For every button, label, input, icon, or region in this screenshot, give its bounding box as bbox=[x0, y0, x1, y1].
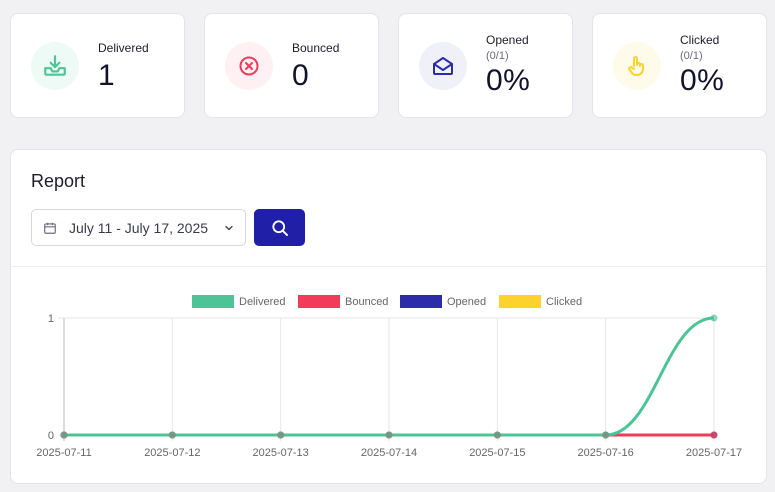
stat-value-delivered: 1 bbox=[98, 59, 116, 92]
search-button[interactable] bbox=[254, 209, 305, 246]
report-title: Report bbox=[31, 171, 86, 191]
data-point-delivered bbox=[710, 314, 718, 322]
stat-card-opened: Opened (0/1) 0% bbox=[398, 13, 573, 118]
x-tick-label: 2025-07-11 bbox=[36, 447, 91, 459]
x-circle-icon bbox=[225, 42, 273, 90]
stat-card-bounced: Bounced 0 bbox=[204, 13, 379, 118]
report-panel: Report July 11 - July 17, 2025 0 1 2025-07… bbox=[10, 149, 767, 484]
calendar-icon bbox=[43, 221, 57, 235]
data-point-delivered bbox=[168, 431, 176, 439]
stat-value-opened: 0% bbox=[486, 64, 531, 97]
legend-label: Clicked bbox=[546, 296, 582, 308]
x-tick-label: 2025-07-15 bbox=[469, 447, 525, 459]
stat-card-clicked: Clicked (0/1) 0% bbox=[592, 13, 767, 118]
x-tick-label: 2025-07-13 bbox=[253, 447, 309, 459]
data-point-delivered bbox=[277, 431, 285, 439]
inbox-download-icon bbox=[31, 42, 79, 90]
legend-swatch bbox=[298, 295, 340, 308]
legend-swatch bbox=[400, 295, 442, 308]
legend-swatch bbox=[499, 295, 541, 308]
date-range-text: July 11 - July 17, 2025 bbox=[69, 219, 209, 236]
stat-sub-clicked: (0/1) bbox=[680, 50, 703, 62]
data-point-bounced bbox=[710, 431, 718, 439]
stat-value-bounced: 0 bbox=[292, 59, 310, 92]
data-point-delivered bbox=[493, 431, 501, 439]
stat-label-delivered: Delivered bbox=[98, 41, 149, 55]
x-tick-label: 2025-07-14 bbox=[361, 447, 417, 459]
legend-label: Opened bbox=[447, 296, 486, 308]
legend-label: Delivered bbox=[239, 296, 285, 308]
divider bbox=[11, 266, 766, 267]
data-point-delivered bbox=[602, 431, 610, 439]
x-tick-label: 2025-07-12 bbox=[144, 447, 200, 459]
legend-swatch bbox=[192, 295, 234, 308]
data-point-delivered bbox=[60, 431, 68, 439]
search-icon bbox=[270, 218, 290, 238]
envelope-open-icon bbox=[419, 42, 467, 90]
y-tick-label: 1 bbox=[48, 313, 54, 325]
hand-pointer-icon bbox=[613, 42, 661, 90]
stat-card-delivered: Delivered 1 bbox=[10, 13, 185, 118]
legend-label: Bounced bbox=[345, 296, 388, 308]
stat-sub-opened: (0/1) bbox=[486, 50, 509, 62]
report-line-chart: 0 1 2025-07-11 2025-07-12 2025-07-13 2025-07-… bbox=[36, 295, 742, 459]
data-point-delivered bbox=[385, 431, 393, 439]
stat-value-clicked: 0% bbox=[680, 64, 725, 97]
chevron-down-icon bbox=[223, 222, 235, 234]
y-tick-label: 0 bbox=[48, 430, 54, 442]
stat-label-clicked: Clicked bbox=[680, 33, 720, 47]
x-tick-label: 2025-07-16 bbox=[578, 447, 634, 459]
stat-label-bounced: Bounced bbox=[292, 41, 340, 55]
date-range-picker[interactable]: July 11 - July 17, 2025 bbox=[31, 209, 246, 246]
stat-label-opened: Opened bbox=[486, 33, 529, 47]
x-tick-label: 2025-07-17 bbox=[686, 447, 742, 459]
